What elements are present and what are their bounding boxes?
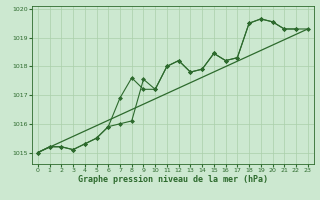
X-axis label: Graphe pression niveau de la mer (hPa): Graphe pression niveau de la mer (hPa) (78, 175, 268, 184)
